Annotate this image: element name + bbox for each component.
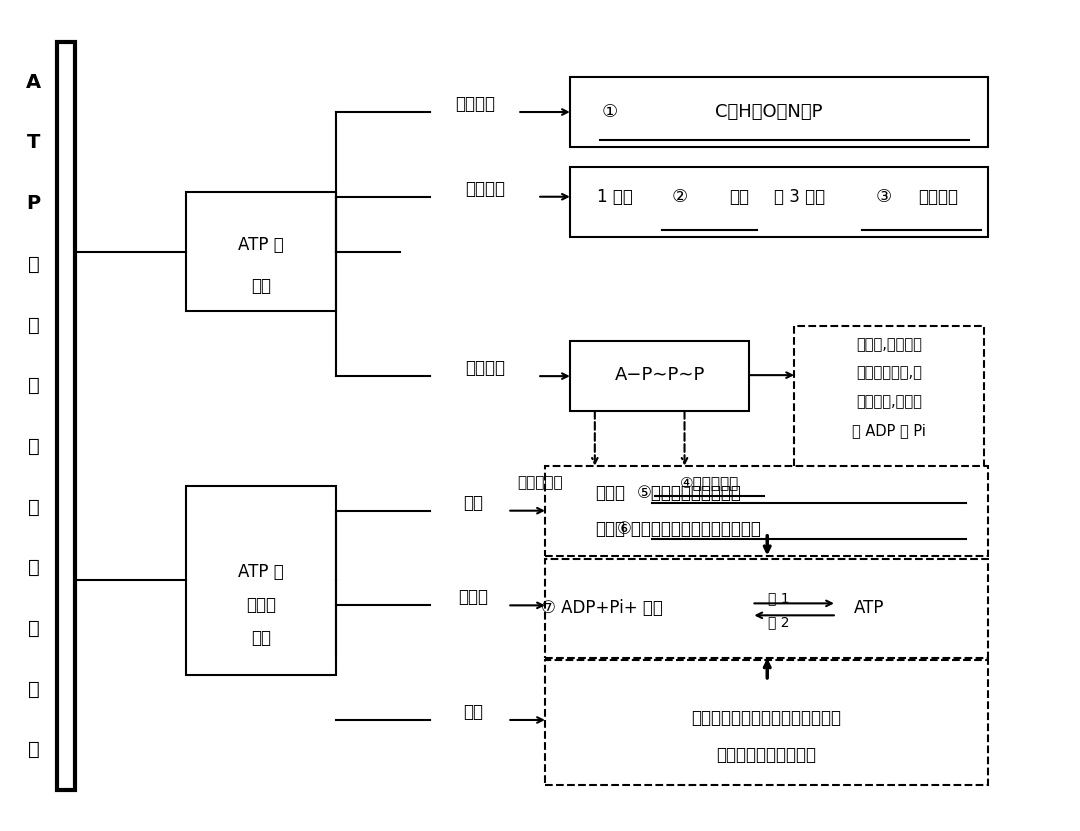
Text: 、: 、: [28, 437, 40, 456]
Text: 和 3 分子: 和 3 分子: [773, 188, 825, 206]
Text: 主动运输、发光发电、肌肉收缩、: 主动运输、发光发电、肌肉收缩、: [691, 709, 841, 727]
Text: 能: 能: [28, 558, 40, 578]
Text: ATP 的: ATP 的: [238, 563, 284, 582]
Bar: [545, 660, 988, 784]
Bar: [545, 558, 988, 658]
Text: 普通磷酸键: 普通磷酸键: [517, 475, 563, 490]
Text: 结: 结: [28, 316, 40, 334]
Bar: [570, 342, 750, 411]
Text: ⑦ ADP+Pi+ 能量: ⑦ ADP+Pi+ 能量: [541, 599, 663, 617]
Text: ④高能磷酸键: ④高能磷酸键: [679, 475, 739, 490]
Text: P: P: [27, 194, 41, 213]
Text: 利: 利: [28, 680, 40, 699]
Bar: [186, 192, 336, 312]
Text: 合成: 合成: [463, 494, 483, 512]
Text: 水解时,该高能磷: 水解时,该高能磷: [855, 337, 921, 352]
Text: 利用: 利用: [251, 629, 271, 647]
Bar: [794, 327, 984, 476]
Text: 物质合成、大脑思考等: 物质合成、大脑思考等: [716, 746, 816, 764]
Text: 化学组成: 化学组成: [465, 179, 505, 198]
Bar: [545, 466, 988, 556]
Text: 腺苷: 腺苷: [729, 188, 750, 206]
Text: 转化和: 转化和: [246, 597, 275, 614]
Text: 结构简式: 结构简式: [465, 359, 505, 377]
Text: 途径：: 途径：: [595, 484, 624, 502]
Text: ①: ①: [602, 103, 618, 121]
Text: 场所：: 场所：: [595, 519, 624, 538]
Text: 反应式: 反应式: [458, 588, 488, 607]
Text: T: T: [27, 133, 40, 152]
Text: ATP: ATP: [853, 599, 885, 617]
Text: ⑥细胞质基质、线粒体、叶绿体: ⑥细胞质基质、线粒体、叶绿体: [617, 519, 761, 538]
Text: 用: 用: [28, 740, 40, 760]
Bar: [186, 486, 336, 675]
Text: 和: 和: [28, 619, 40, 638]
Text: ATP 的: ATP 的: [238, 235, 284, 253]
Text: 利用: 利用: [463, 703, 483, 721]
Text: ⑤光合作用、细胞呼吸: ⑤光合作用、细胞呼吸: [637, 484, 742, 502]
Text: 成 ADP 和 Pi: 成 ADP 和 Pi: [852, 424, 926, 439]
Text: 酸键首先断裂,释: 酸键首先断裂,释: [855, 366, 921, 381]
Text: 1 分子: 1 分子: [597, 188, 633, 206]
Text: 元素组成: 元素组成: [455, 95, 496, 113]
Text: 结构: 结构: [251, 278, 271, 296]
Text: A−P∼P∼P: A−P∼P∼P: [615, 366, 705, 384]
Text: 磷酸基团: 磷酸基团: [919, 188, 959, 206]
Bar: [56, 42, 75, 789]
Text: 放出能量,同时生: 放出能量,同时生: [855, 395, 921, 410]
Text: 酶 2: 酶 2: [769, 615, 789, 629]
Text: 构: 构: [28, 376, 40, 396]
Text: 功: 功: [28, 498, 40, 517]
Bar: [570, 77, 988, 147]
Text: ③: ③: [876, 188, 892, 206]
Text: 酶 1: 酶 1: [768, 592, 789, 606]
Text: C、H、O、N、P: C、H、O、N、P: [715, 103, 823, 121]
Text: ②: ②: [672, 188, 688, 206]
Text: 的: 的: [28, 255, 40, 273]
Bar: [570, 167, 988, 237]
Text: A: A: [26, 72, 41, 91]
